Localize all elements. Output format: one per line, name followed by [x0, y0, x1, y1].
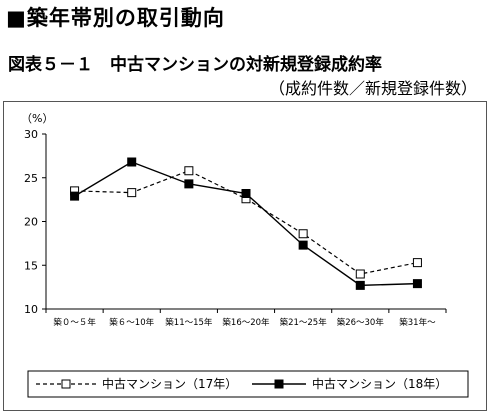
data-point-series-2 [298, 240, 308, 250]
x-tick-label: 築31年～ [399, 317, 436, 328]
figure-title: 図表５－１ 中古マンションの対新規登録成約率 [8, 55, 382, 75]
y-axis-unit-label: （%） [21, 112, 53, 125]
y-tick-label: 15 [24, 259, 38, 272]
y-tick-label: 25 [24, 172, 38, 185]
data-point-series-2 [241, 189, 251, 198]
y-tick-label: 10 [24, 303, 38, 316]
legend-label-series-1: 中古マンション（17年） [102, 376, 237, 391]
x-tick-label: 築26～30年 [337, 317, 385, 328]
y-tick-label: 20 [24, 216, 38, 229]
data-point-series-1 [298, 229, 308, 239]
x-tick-label: 築21～25年 [280, 317, 328, 328]
figure-subtitle: （成約件数／新規登録件数） [268, 79, 477, 98]
data-point-series-2 [127, 157, 137, 167]
x-tick-label: 築０～５年 [53, 317, 96, 328]
legend-marker-series-2 [274, 379, 284, 389]
data-point-series-2 [70, 191, 80, 201]
series-layer [70, 157, 422, 290]
data-point-series-1 [127, 188, 137, 198]
data-point-series-2 [184, 179, 194, 189]
section-heading: ■築年帯別の取引動向 [6, 6, 225, 30]
axes: 10 15 20 25 30 築０～５年 築６～10年 築11～15年 築16～20年 築21～2… [24, 128, 447, 328]
data-point-series-2 [412, 279, 422, 289]
series-line-2 [74, 161, 418, 287]
legend: 中古マンション（17年） 中古マンション（18年） [27, 370, 469, 398]
x-tick-label: 築６～10年 [109, 317, 154, 328]
data-point-series-1 [184, 166, 194, 176]
data-point-series-1 [412, 258, 422, 268]
legend-marker-series-1 [61, 379, 71, 389]
y-tick-label: 30 [24, 128, 38, 141]
series-line-1 [74, 170, 418, 275]
legend-box [27, 370, 469, 398]
x-tick-label: 築11～15年 [165, 317, 213, 328]
data-point-series-2 [355, 280, 365, 290]
legend-label-series-2: 中古マンション（18年） [312, 376, 447, 391]
chart-frame [3, 101, 487, 411]
x-tick-label: 築16～20年 [222, 317, 270, 328]
data-point-series-1 [355, 269, 365, 279]
